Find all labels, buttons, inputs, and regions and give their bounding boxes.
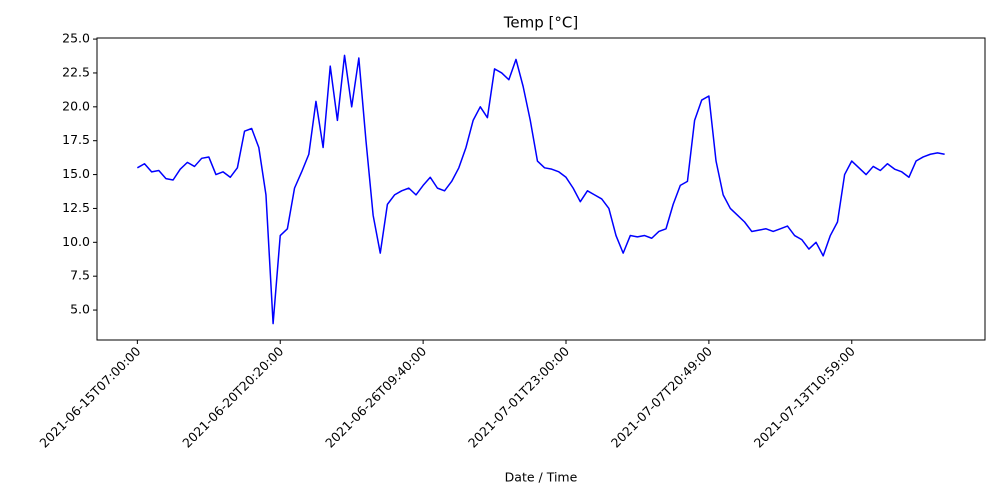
data-line: [136, 54, 945, 325]
plot-frame: [96, 37, 986, 341]
chart-title: Temp [°C]: [503, 14, 578, 32]
x-tick-label: 2021-07-01T23:00:00: [465, 343, 572, 450]
x-tick-label: 2021-06-20T20:20:00: [179, 343, 286, 450]
y-tick-label: 5.0: [70, 302, 90, 317]
y-tick-label: 20.0: [62, 98, 90, 113]
x-tick-label: 2021-06-26T09:40:00: [322, 343, 429, 450]
x-tick-label: 2021-07-13T10:59:00: [751, 343, 858, 450]
x-tick-label: 2021-06-15T07:00:00: [36, 343, 143, 450]
y-tick-label: 17.5: [62, 132, 90, 147]
y-tick-label: 25.0: [62, 31, 90, 46]
y-tick-label: 7.5: [70, 268, 90, 283]
y-tick-label: 22.5: [62, 64, 90, 79]
y-tick-label: 12.5: [62, 200, 90, 215]
y-tick-label: 15.0: [62, 166, 90, 181]
x-tick-label: 2021-07-07T20:49:00: [608, 343, 715, 450]
y-tick-label: 10.0: [62, 234, 90, 249]
x-axis-label: Date / Time: [505, 470, 578, 485]
